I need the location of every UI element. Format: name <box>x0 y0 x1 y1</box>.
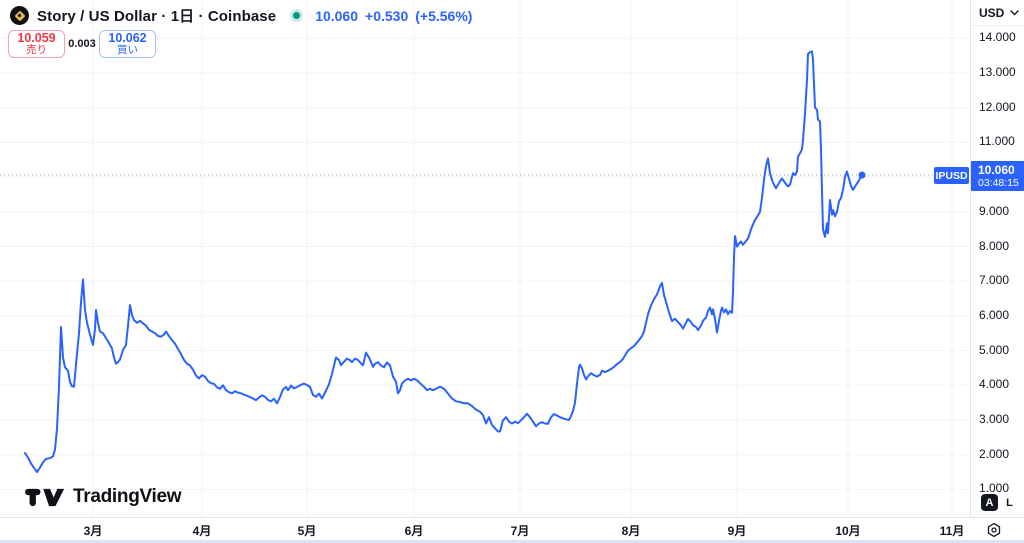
time-tick-label: 5月 <box>297 524 317 538</box>
sell-label: 売り <box>26 44 47 57</box>
last-price: 10.060 <box>315 7 359 24</box>
story-coin-icon <box>10 6 29 25</box>
price-tick-label: 9.000 <box>979 203 1010 218</box>
bar-countdown: 03:48:15 <box>978 177 1019 189</box>
settings-gear-icon[interactable] <box>984 520 1004 540</box>
time-tick-label: 4月 <box>192 524 212 538</box>
price-tick-label: 8.000 <box>979 238 1010 253</box>
price-tick-label: 5.000 <box>979 342 1010 357</box>
time-tick-label: 6月 <box>404 524 424 538</box>
market-open-icon <box>290 9 304 22</box>
price-tick-label: 2.000 <box>979 446 1010 461</box>
price-tick-label: 12.000 <box>979 99 1016 114</box>
quote-summary: 10.060 +0.530 (+5.56%) <box>315 8 472 24</box>
time-tick-label: 11月 <box>939 524 965 538</box>
price-scale[interactable]: USD 10.060 03:48:15 14.000 13.000 12.000 11… <box>971 0 1024 517</box>
auto-scale-button[interactable]: A <box>981 494 998 511</box>
tradingview-logo-text: TradingView <box>73 486 182 507</box>
sell-price: 10.059 <box>17 30 56 45</box>
time-tick-label: 7月 <box>510 524 530 538</box>
scale-mode-buttons: A L <box>981 494 1018 511</box>
tradingview-logo[interactable]: TradingView <box>25 486 182 508</box>
last-price-tag-value: 10.060 <box>978 163 1015 177</box>
symbol-header: Story / US Dollar · 1日 · Coinbase 10.060… <box>10 5 472 26</box>
price-line-series <box>24 50 863 474</box>
price-tick-label: 13.000 <box>979 65 1016 79</box>
currency-selector[interactable]: USD <box>971 0 1024 26</box>
last-price-tag: 10.060 03:48:15 <box>971 161 1024 191</box>
symbol-axis-badge: IPUSD <box>934 167 969 184</box>
buy-price: 10.062 <box>108 30 147 45</box>
time-tick-label: 9月 <box>727 524 747 538</box>
price-tick-label: 11.000 <box>979 134 1015 149</box>
price-tick-label: 1.000 <box>979 481 1010 496</box>
price-change-percent: (+5.56%) <box>415 7 473 24</box>
last-price-dot <box>858 171 866 179</box>
trade-buttons: 10.059 売り 0.003 10.062 買い <box>8 30 156 58</box>
buy-button[interactable]: 10.062 買い <box>99 30 156 58</box>
time-tick-label: 8月 <box>621 524 641 538</box>
symbol-title[interactable]: Story / US Dollar · 1日 · Coinbase <box>37 8 277 25</box>
price-axis-border <box>970 0 971 517</box>
buy-label: 買い <box>117 44 138 57</box>
price-tick-label: 7.000 <box>979 273 1010 288</box>
chevron-down-icon <box>1010 9 1020 15</box>
price-tick-label: 3.000 <box>979 412 1010 426</box>
time-axis-border <box>0 517 1024 518</box>
time-tick-label: 3月 <box>83 524 103 538</box>
price-tick-label: 14.000 <box>979 30 1016 45</box>
currency-label: USD <box>979 5 1005 20</box>
price-change: +0.530 <box>365 7 409 24</box>
widget-bottom-accent <box>0 540 1024 543</box>
sell-button[interactable]: 10.059 売り <box>8 30 65 58</box>
time-tick-label: 10月 <box>835 524 861 538</box>
price-tick-label: 6.000 <box>979 307 1010 322</box>
tradingview-logo-icon <box>25 488 65 507</box>
log-scale-button[interactable]: L <box>1001 494 1018 511</box>
time-axis[interactable]: 3月 4月 5月 6月 7月 8月 9月 10月 11月 <box>0 518 1024 541</box>
price-tick-label: 4.000 <box>979 377 1010 392</box>
spread-value: 0.003 <box>68 38 96 50</box>
